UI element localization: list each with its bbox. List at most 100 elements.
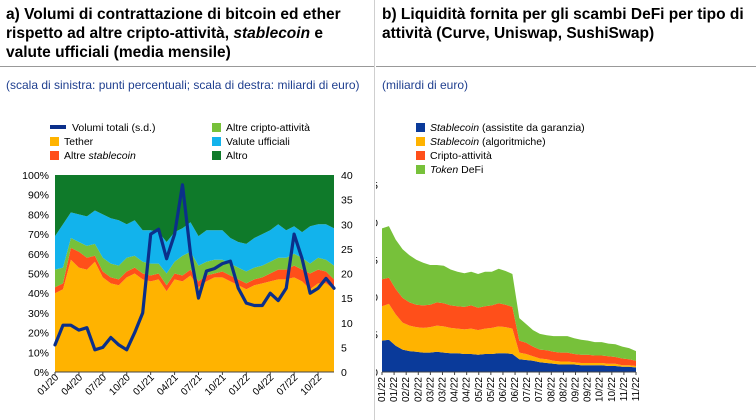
- x-tick-label: 07/21: [179, 372, 205, 398]
- y-left-tick-label: 0%: [34, 367, 49, 379]
- legend-label-tether: Tether: [64, 136, 94, 148]
- y-left-tick-label: 10%: [28, 347, 49, 359]
- y-left-tick-label: 50%: [28, 269, 49, 281]
- y-right-tick-label: 15: [341, 293, 353, 305]
- y-right-tick-label: 35: [341, 195, 353, 207]
- legend-swatch-altre-cripto: [212, 123, 221, 132]
- x-tick-label: 10/21: [203, 372, 229, 398]
- x-tick-label: 11/22: [631, 377, 642, 402]
- y-tick-label: 15: [376, 255, 378, 267]
- x-tick-label: 05/22: [486, 377, 497, 402]
- x-tick-label: 04/22: [462, 377, 473, 402]
- y-tick-label: 20: [376, 217, 378, 229]
- legend-cripto: Cripto-attività: [416, 149, 492, 163]
- chart-a-area-4: [55, 175, 334, 244]
- x-tick-label: 09/22: [583, 377, 594, 402]
- chart-b-area-1: [382, 303, 636, 368]
- x-tick-label: 07/22: [275, 372, 301, 398]
- x-tick-label: 04/21: [155, 372, 181, 398]
- y-right-tick-label: 30: [341, 219, 353, 231]
- legend-label-token-defi-italic: Token: [430, 164, 459, 176]
- x-tick-label: 01/21: [131, 372, 157, 398]
- legend-label-altre-stable-italic: stablecoin: [88, 150, 136, 162]
- x-tick-label: 07/22: [534, 377, 545, 402]
- x-tick-label: 10/22: [299, 372, 325, 398]
- x-tick-label: 01/22: [227, 372, 253, 398]
- x-tick-label: 11/22: [619, 377, 630, 402]
- legend-swatch-cripto: [416, 151, 425, 160]
- y-left-tick-label: 30%: [28, 308, 49, 320]
- x-tick-label: 06/22: [498, 377, 509, 402]
- legend-label-stable-algo-italic: Stablecoin: [430, 136, 480, 148]
- x-tick-label: 02/22: [401, 377, 412, 402]
- legend-altre-stable: Altre stablecoin: [50, 149, 136, 163]
- x-tick-label: 07/20: [83, 372, 109, 398]
- legend-stable-algo: Stablecoin (algoritmiche): [416, 135, 546, 149]
- chart-a-area-3: [55, 210, 334, 274]
- legend-swatch-altro: [212, 151, 221, 160]
- legend-label-stable-garanzia: (assistite da garanzia): [479, 122, 585, 134]
- chart-a-area-2: [55, 238, 334, 288]
- x-tick-label: 03/22: [425, 377, 436, 402]
- y-tick-label: 0: [376, 367, 378, 379]
- legend-label-altro: Altro: [226, 150, 248, 162]
- y-right-tick-label: 40: [341, 170, 353, 182]
- y-right-tick-label: 5: [341, 342, 347, 354]
- legend-volumi: Volumi totali (s.d.): [50, 121, 155, 135]
- y-left-tick-label: 40%: [28, 288, 49, 300]
- legend-label-cripto: Cripto-attività: [430, 150, 492, 162]
- legend-swatch-token-defi: [416, 165, 425, 174]
- legend-swatch-volumi: [50, 125, 66, 129]
- panel-divider: [374, 0, 375, 420]
- legend-tether: Tether: [50, 135, 93, 149]
- y-left-tick-label: 90%: [28, 190, 49, 202]
- y-right-tick-label: 20: [341, 269, 353, 281]
- legend-stable-garanzia: Stablecoin (assistite da garanzia): [416, 121, 585, 135]
- y-right-tick-label: 25: [341, 244, 353, 256]
- y-left-tick-label: 100%: [22, 170, 49, 182]
- x-tick-label: 02/22: [413, 377, 424, 402]
- legend-label-stable-garanzia-italic: Stablecoin: [430, 122, 480, 134]
- legend-label-volumi: Volumi totali (s.d.): [72, 122, 156, 134]
- x-tick-label: 07/22: [522, 377, 533, 402]
- legend-altro: Altro: [212, 149, 248, 163]
- x-tick-label: 04/20: [60, 372, 86, 398]
- panel-a-note: (scala di sinistra: punti percentuali; s…: [6, 78, 360, 92]
- chart-a-area-0: [55, 259, 334, 372]
- y-left-tick-label: 20%: [28, 328, 49, 340]
- panel-a-title-rule: [0, 66, 374, 67]
- panel-a: a) Volumi di contrattazione di bitcoin e…: [0, 0, 374, 420]
- x-tick-label: 09/22: [571, 377, 582, 402]
- x-tick-label: 08/22: [558, 377, 569, 402]
- x-tick-label: 03/22: [437, 377, 448, 402]
- y-tick-label: 5: [376, 330, 378, 342]
- legend-swatch-stable-garanzia: [416, 123, 425, 132]
- y-right-tick-label: 10: [341, 318, 353, 330]
- x-tick-label: 04/22: [450, 377, 461, 402]
- x-tick-label: 01/22: [389, 377, 400, 402]
- legend-valute: Valute ufficiali: [212, 135, 290, 149]
- chart-b-area-0: [382, 339, 636, 372]
- chart-a-area-1: [55, 247, 334, 294]
- panel-b-note: (miliardi di euro): [382, 78, 469, 92]
- legend-swatch-altre-stable: [50, 151, 59, 160]
- legend-swatch-valute: [212, 137, 221, 146]
- panel-b: b) Liquidità fornita per gli scambi DeFi…: [376, 0, 756, 420]
- x-tick-label: 10/22: [607, 377, 618, 402]
- legend-swatch-tether: [50, 137, 59, 146]
- chart-b-area-3: [382, 226, 636, 361]
- y-left-tick-label: 70%: [28, 229, 49, 241]
- chart-b-area-2: [382, 277, 636, 366]
- x-tick-label: 05/22: [474, 377, 485, 402]
- x-tick-label: 06/22: [510, 377, 521, 402]
- legend-swatch-stable-algo: [416, 137, 425, 146]
- legend-altre-cripto: Altre cripto-attività: [212, 121, 310, 135]
- x-tick-label: 10/22: [595, 377, 606, 402]
- legend-label-altre-stable: Altre: [64, 150, 89, 162]
- y-tick-label: 10: [376, 292, 378, 304]
- panel-b-title-rule: [376, 66, 756, 67]
- y-right-tick-label: 0: [341, 367, 347, 379]
- legend-label-valute: Valute ufficiali: [226, 136, 290, 148]
- legend-label-stable-algo: (algoritmiche): [479, 136, 546, 148]
- y-left-tick-label: 80%: [28, 209, 49, 221]
